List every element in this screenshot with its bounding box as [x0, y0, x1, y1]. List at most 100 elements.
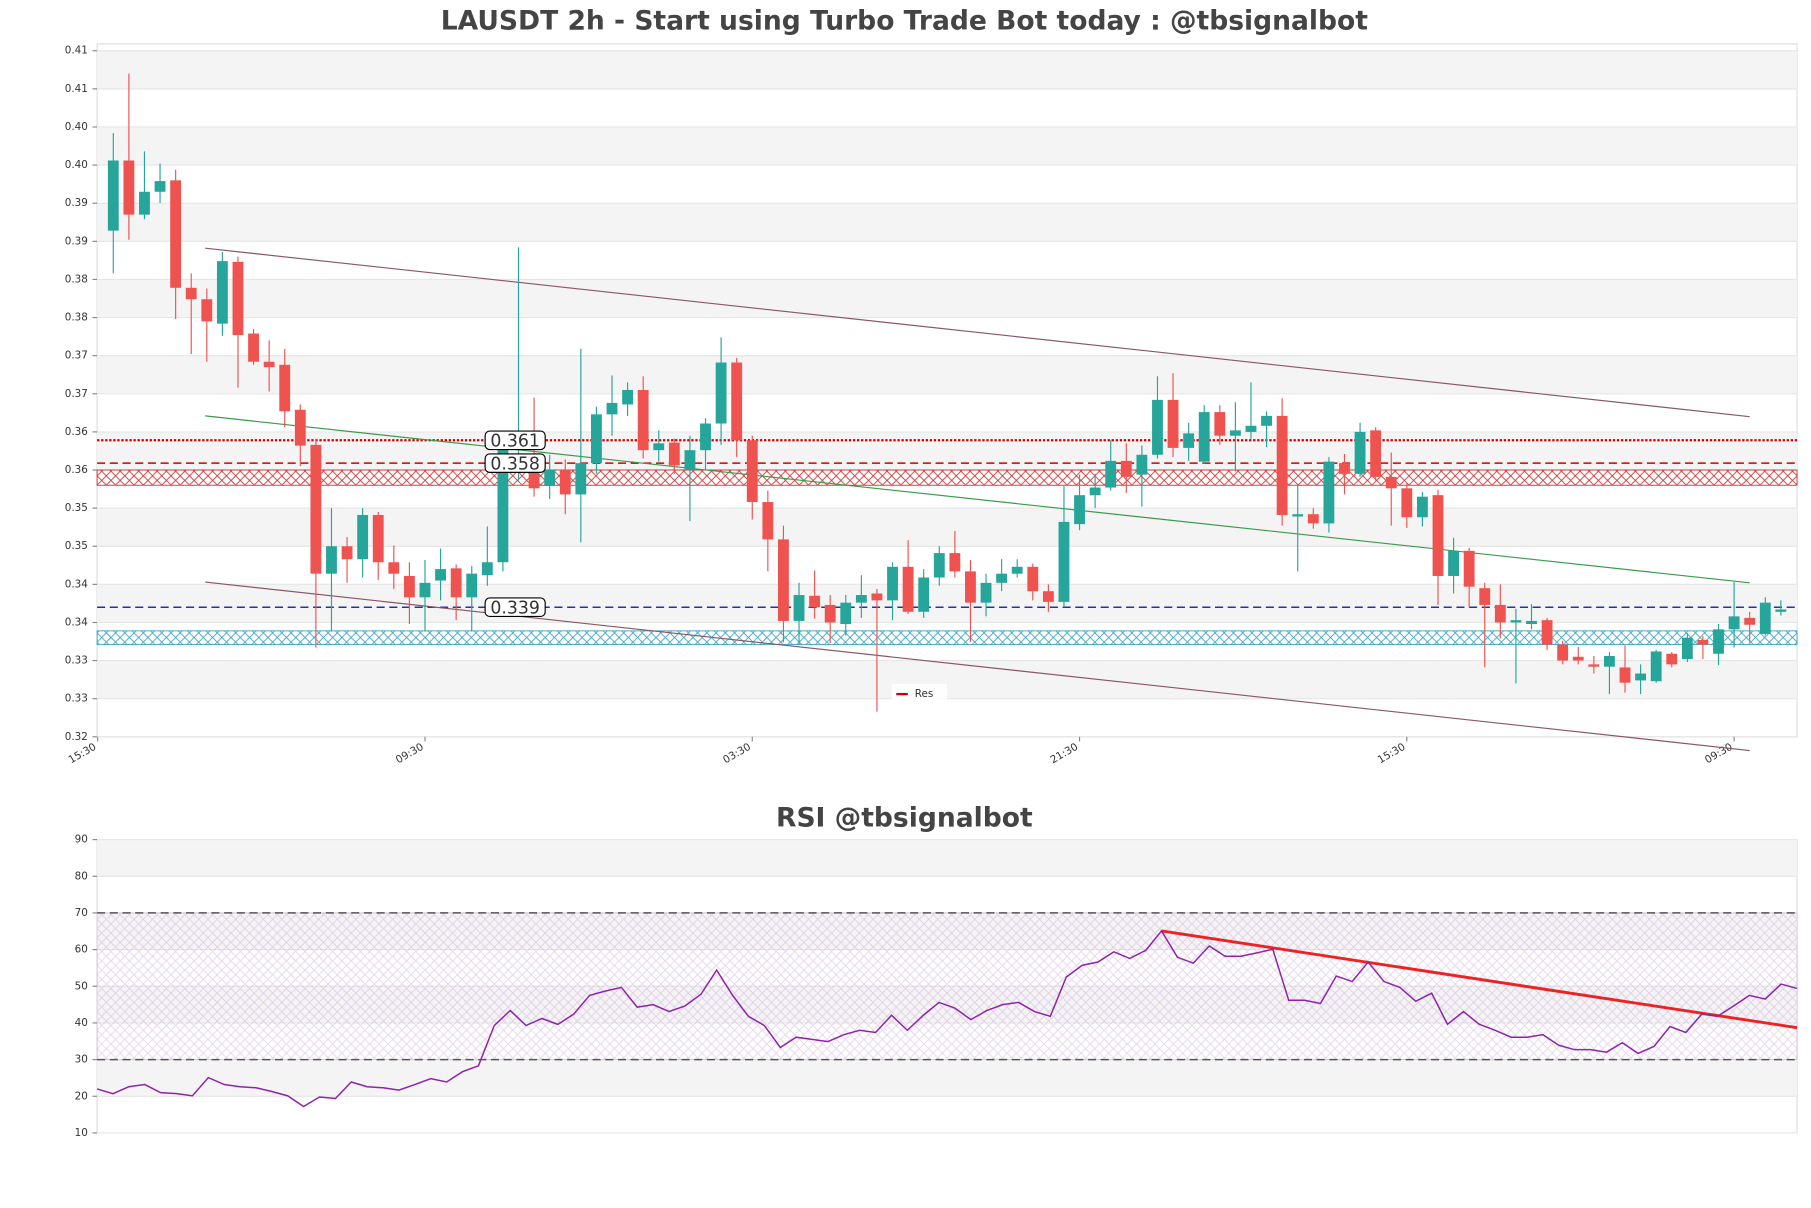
candle-body — [1713, 629, 1724, 654]
candle-body — [996, 573, 1008, 583]
band — [97, 584, 1798, 623]
candle-body — [1105, 460, 1117, 488]
y-tick-label: 0.41 — [65, 45, 88, 57]
candle-body — [310, 444, 322, 574]
candle-body — [1042, 591, 1054, 602]
candle-body — [1619, 667, 1631, 683]
candle-body — [481, 562, 493, 576]
trend-line — [205, 415, 1750, 584]
candle-body — [1744, 617, 1756, 625]
candle-body — [466, 573, 478, 598]
candle-body — [139, 191, 150, 215]
level-label-box — [484, 453, 546, 473]
candle-body — [544, 470, 556, 487]
y-tick-label: 0.32 — [65, 731, 88, 743]
candle-body — [450, 568, 462, 598]
candle-body — [1401, 488, 1413, 518]
candle-body — [1479, 588, 1491, 605]
candle-body — [1728, 616, 1740, 630]
candle-body — [1292, 514, 1304, 517]
band — [97, 279, 1798, 318]
x-tick-label: 09:30 — [394, 741, 426, 766]
candle-body — [154, 181, 166, 192]
candle-body — [1339, 463, 1350, 474]
candle-body — [746, 440, 758, 503]
y-tick-label: 0.34 — [65, 578, 88, 590]
y-tick-label: 90 — [75, 834, 88, 846]
candle-body — [684, 450, 696, 471]
y-tick-label: 0.33 — [65, 693, 88, 705]
candle-body — [279, 364, 291, 412]
y-tick-label: 0.38 — [65, 273, 88, 285]
band — [97, 50, 1798, 89]
candle-body — [1494, 604, 1506, 623]
candle-body — [1650, 651, 1662, 682]
candle-body — [840, 602, 852, 624]
x-tick-label: 15:30 — [1376, 741, 1408, 766]
x-tick-label: 09:30 — [1703, 741, 1735, 766]
candle-body — [559, 470, 571, 495]
candle-body — [965, 571, 976, 603]
y-tick-label: 0.40 — [65, 121, 88, 133]
candle-body — [1214, 412, 1226, 436]
zone — [96, 469, 1798, 486]
candle-body — [123, 160, 135, 215]
trend-line — [205, 581, 1750, 752]
candle-body — [248, 333, 259, 362]
candle-body — [1541, 620, 1553, 645]
candle-body — [918, 577, 930, 612]
band — [97, 431, 1798, 471]
y-tick-label: 40 — [75, 1017, 88, 1029]
candle-body — [1136, 454, 1148, 475]
candle-body — [606, 402, 618, 415]
candle-body — [1572, 656, 1584, 661]
candle-body — [1697, 639, 1709, 645]
y-tick-label: 0.37 — [65, 350, 88, 362]
candle-body — [793, 595, 805, 621]
candle-body — [668, 442, 680, 466]
legend-box — [891, 683, 948, 705]
band — [97, 1059, 1798, 1097]
y-tick-label: 10 — [75, 1127, 88, 1139]
candle-body — [949, 553, 961, 572]
y-tick-label: 0.36 — [65, 426, 88, 438]
y-tick-label: 0.40 — [65, 159, 88, 171]
candle-body — [731, 362, 743, 441]
rsi-title: RSI @tbsignalbot — [776, 802, 1033, 833]
y-tick-label: 0.39 — [65, 197, 88, 209]
candle-body — [388, 562, 400, 574]
candle-body — [1261, 415, 1272, 426]
band — [97, 126, 1798, 166]
y-tick-label: 0.34 — [65, 616, 88, 628]
candle-body — [419, 582, 431, 598]
y-tick-label: 20 — [75, 1090, 88, 1102]
y-tick-label: 0.39 — [65, 235, 88, 247]
candle-body — [824, 604, 836, 623]
band — [97, 839, 1798, 877]
candle-body — [1775, 609, 1787, 612]
y-tick-label: 50 — [75, 980, 88, 992]
candle-body — [1588, 664, 1600, 667]
y-tick-label: 30 — [75, 1054, 88, 1066]
candle-body — [1603, 656, 1615, 667]
candle-body — [1011, 566, 1023, 574]
candle-body — [1152, 399, 1163, 455]
legend-label: Res — [915, 688, 934, 700]
y-tick-label: 60 — [75, 944, 88, 956]
candle-body — [1510, 620, 1522, 623]
candle-body — [1681, 637, 1693, 660]
candle-body — [1089, 487, 1101, 496]
y-tick-label: 0.41 — [65, 83, 88, 95]
candle-body — [1385, 476, 1397, 489]
x-tick-label: 03:30 — [721, 741, 753, 766]
candle-body — [1074, 495, 1085, 525]
candle-body — [1198, 412, 1210, 462]
candle-body — [1307, 514, 1319, 524]
level-label-box — [484, 430, 546, 451]
candle-body — [637, 389, 649, 451]
candle-body — [1557, 644, 1569, 661]
candle-body — [263, 361, 275, 368]
candle-body — [435, 569, 447, 581]
level-label: 0.361 — [490, 431, 540, 451]
